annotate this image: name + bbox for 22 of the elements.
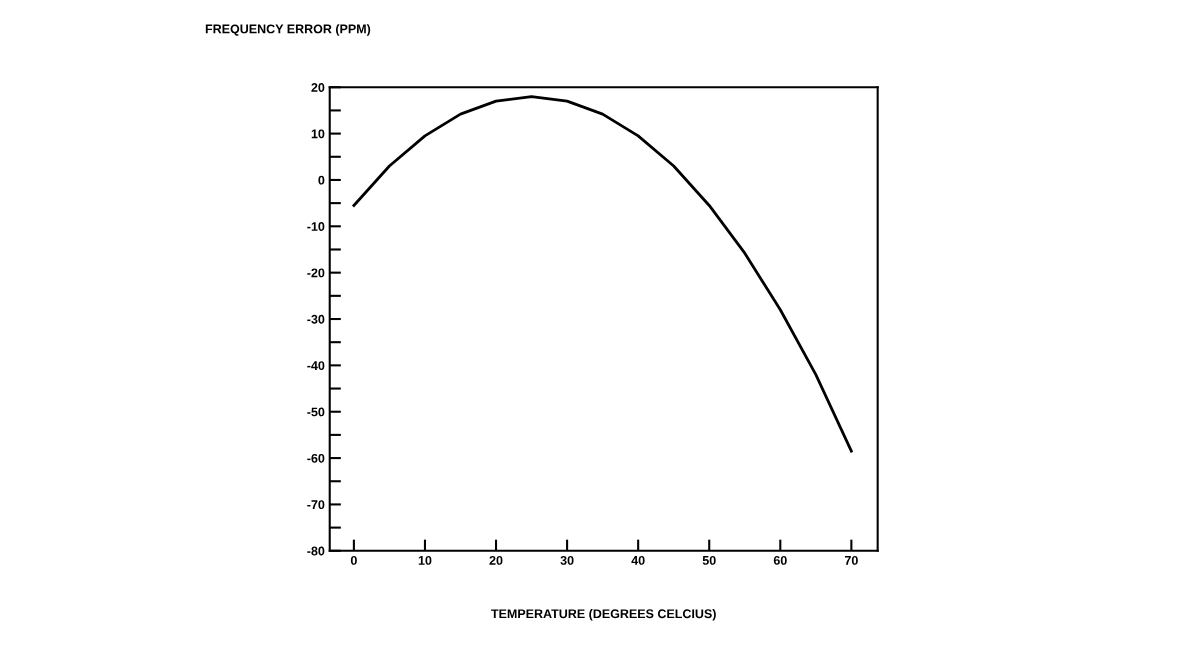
- y-tick-label: -20: [307, 268, 325, 278]
- y-tick-label: -70: [307, 500, 325, 510]
- x-tick-label: 70: [844, 555, 858, 565]
- x-tick-label: 40: [631, 555, 645, 565]
- x-tick-label: 10: [418, 555, 432, 565]
- line-series: [352, 95, 853, 453]
- y-axis-title: FREQUENCY ERROR (PPM): [205, 24, 371, 36]
- y-tick-label: 0: [318, 175, 325, 185]
- y-tick-label: -30: [307, 314, 325, 324]
- x-tick-label: 30: [560, 555, 574, 565]
- y-tick-label: -40: [307, 361, 325, 371]
- x-tick-label: 20: [489, 555, 503, 565]
- y-tick-label: 20: [311, 83, 325, 92]
- x-tick-label: 0: [350, 555, 357, 565]
- y-tick-label: -80: [307, 546, 325, 556]
- y-tick-label: -10: [307, 222, 325, 231]
- y-tick-label: 10: [311, 129, 325, 139]
- x-tick-label: 60: [773, 555, 787, 565]
- x-axis-title: TEMPERATURE (DEGREES CELCIUS): [491, 608, 716, 621]
- y-tick-label: -50: [307, 407, 325, 417]
- y-tick-label: -60: [307, 453, 325, 463]
- x-tick-label: 50: [702, 555, 716, 565]
